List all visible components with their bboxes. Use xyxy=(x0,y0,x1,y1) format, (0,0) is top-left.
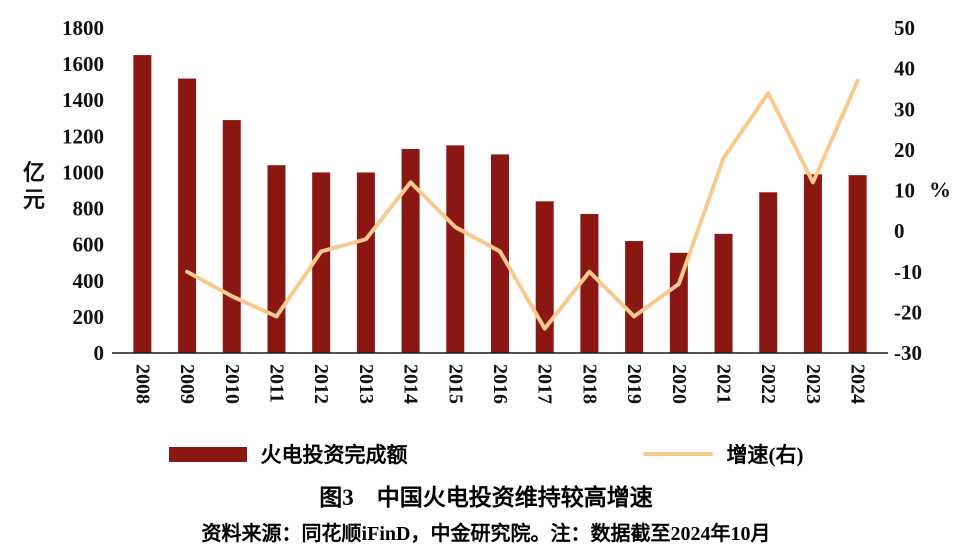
line-series-label: 增速(右) xyxy=(726,443,804,467)
left-axis-tick-1400: 1400 xyxy=(62,88,104,112)
bar-series-swatch xyxy=(168,446,247,462)
right-axis-tick-40: 40 xyxy=(894,57,915,81)
x-axis-tick-2023: 2023 xyxy=(802,364,824,404)
bar-2024 xyxy=(848,175,867,353)
left-axis-tick-0: 0 xyxy=(94,341,105,365)
right-axis-unit-label: % xyxy=(929,177,951,202)
source-note: 资料来源：同花顺iFinD，中金研究院。注：数据截至2024年10月 xyxy=(201,523,771,545)
x-axis-tick-2012: 2012 xyxy=(310,364,332,404)
bar-2008 xyxy=(133,55,152,353)
x-axis-tick-2011: 2011 xyxy=(265,364,287,403)
left-axis-tick-800: 800 xyxy=(73,197,105,221)
bar-2009 xyxy=(178,78,197,354)
chart-legend: 火电投资完成额 增速(右) xyxy=(0,439,972,469)
left-axis-tick-1600: 1600 xyxy=(62,52,104,76)
left-axis-tick-600: 600 xyxy=(73,233,105,257)
right-axis-tick-0: 0 xyxy=(894,219,905,243)
x-axis-tick-2013: 2013 xyxy=(355,364,377,404)
x-axis-tick-2019: 2019 xyxy=(623,364,645,404)
bar-2019 xyxy=(625,241,644,353)
combo-chart-canvas: 020040060080010001200140016001800-30-20-… xyxy=(23,16,951,404)
bar-2010 xyxy=(222,120,241,353)
left-axis-tick-1200: 1200 xyxy=(62,124,104,148)
right-axis-tick-50: 50 xyxy=(894,16,915,40)
x-axis-tick-2017: 2017 xyxy=(534,364,556,404)
bar-2018 xyxy=(580,213,599,353)
right-axis-tick--10: -10 xyxy=(894,260,922,284)
x-axis-tick-2008: 2008 xyxy=(131,364,153,404)
bar-2017 xyxy=(535,201,554,353)
x-axis-tick-2022: 2022 xyxy=(757,364,779,404)
legend-item-growth: 增速(右) xyxy=(642,439,804,469)
left-axis-tick-400: 400 xyxy=(73,269,105,293)
right-axis-tick-10: 10 xyxy=(894,179,915,203)
right-axis-tick--20: -20 xyxy=(894,300,922,324)
bar-2021 xyxy=(714,233,733,353)
bar-2011 xyxy=(267,165,286,353)
right-axis-tick-30: 30 xyxy=(894,97,915,121)
x-axis-tick-2009: 2009 xyxy=(176,364,198,404)
growth-rate-line xyxy=(185,78,860,331)
left-axis-tick-1000: 1000 xyxy=(62,160,104,184)
x-axis-tick-2010: 2010 xyxy=(221,364,243,404)
bar-series-label: 火电投资完成额 xyxy=(260,443,408,467)
right-axis-tick--30: -30 xyxy=(894,341,922,365)
left-axis-tick-200: 200 xyxy=(73,305,105,329)
x-axis-tick-2016: 2016 xyxy=(489,364,511,404)
legend-item-investment: 火电投资完成额 xyxy=(168,439,408,469)
bar-2023 xyxy=(803,174,822,353)
bar-2012 xyxy=(312,172,331,353)
figure-title: 图3 中国火电投资维持较高增速 xyxy=(319,485,653,510)
bar-2014 xyxy=(401,148,420,353)
x-axis-tick-2015: 2015 xyxy=(444,364,466,404)
bar-2015 xyxy=(446,145,465,353)
x-axis-tick-2014: 2014 xyxy=(400,364,422,404)
right-axis-tick-20: 20 xyxy=(894,138,915,162)
left-axis-tick-1800: 1800 xyxy=(62,16,104,40)
x-axis-tick-2020: 2020 xyxy=(668,364,690,404)
x-axis-tick-2024: 2024 xyxy=(847,364,869,404)
x-axis-tick-2021: 2021 xyxy=(713,364,735,404)
bar-2020 xyxy=(669,252,688,353)
x-axis-tick-2018: 2018 xyxy=(578,364,600,404)
bar-2013 xyxy=(356,172,375,353)
left-axis-unit-label: 亿元 xyxy=(23,160,45,212)
bar-2022 xyxy=(759,192,778,353)
line-series-swatch xyxy=(642,452,713,456)
